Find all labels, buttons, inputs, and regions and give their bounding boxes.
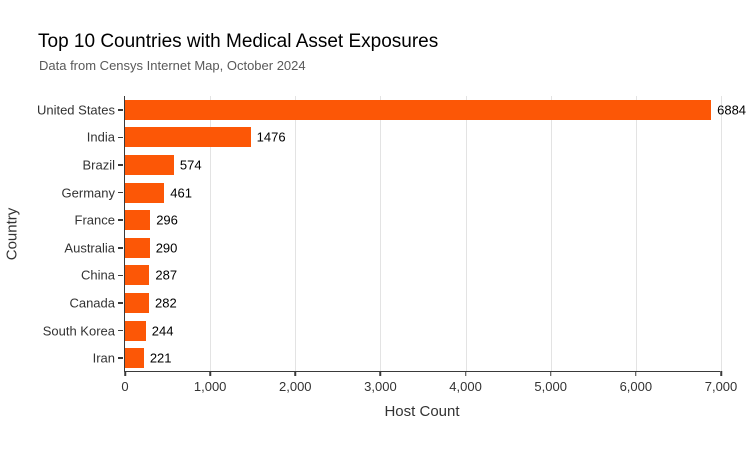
bar[interactable] <box>125 155 174 175</box>
gridline <box>721 96 722 371</box>
bar[interactable] <box>125 265 150 286</box>
y-axis-tick <box>118 329 123 332</box>
category-label: France <box>74 212 115 228</box>
bar-value-label: 1476 <box>256 129 286 145</box>
x-tick-label: 6,000 <box>619 379 653 394</box>
x-tick-label: 2,000 <box>279 379 312 394</box>
category-label: India <box>86 129 115 145</box>
bar[interactable] <box>125 99 712 120</box>
category-label: United States <box>36 102 115 118</box>
gridline <box>550 96 552 371</box>
category-label: Canada <box>69 295 115 311</box>
x-tick-label: 5,000 <box>534 379 567 394</box>
bar-value-label: 282 <box>155 295 177 311</box>
y-axis-tick <box>118 164 123 166</box>
y-axis-tick <box>118 274 123 277</box>
bar[interactable] <box>125 210 151 231</box>
bar[interactable] <box>125 293 149 313</box>
x-tick-label: 0 <box>121 379 129 394</box>
bar-value-label: 221 <box>149 350 172 366</box>
x-tick-label: 1,000 <box>193 379 227 394</box>
x-axis-tick <box>635 371 637 376</box>
bar-value-label: 244 <box>151 323 174 339</box>
y-axis-tick <box>118 136 123 139</box>
y-axis-tick <box>118 219 123 221</box>
bar[interactable] <box>125 127 251 148</box>
plot-area: 0 1,000 2,000 3,000 4,000 5,000 6,000 7,000 Unit… <box>37 96 746 394</box>
x-tick-label: 3,000 <box>364 379 397 394</box>
y-axis-tick <box>118 247 123 249</box>
gridline <box>380 96 382 371</box>
x-axis-tick <box>464 371 467 376</box>
x-axis-title: Host Count <box>384 403 460 420</box>
y-axis-tick <box>118 191 123 194</box>
x-axis-tick <box>720 371 722 376</box>
x-axis-tick <box>379 371 382 376</box>
x-axis-tick <box>124 371 126 376</box>
y-axis-tick <box>118 302 123 304</box>
y-axis-title: Country <box>3 207 21 261</box>
x-axis-tick <box>549 371 552 376</box>
y-axis-tick <box>118 357 123 359</box>
category-label: China <box>81 267 115 283</box>
category-label: South Korea <box>42 323 115 339</box>
y-axis-tick <box>118 109 123 111</box>
gridline <box>465 96 467 371</box>
bar-value-label: 290 <box>155 240 178 256</box>
category-label: Brazil <box>82 157 115 173</box>
chart-title: Top 10 Countries with Medical Asset Expo… <box>38 31 439 52</box>
category-label: Germany <box>61 185 115 201</box>
category-label: Iran <box>92 350 115 366</box>
category-label: Australia <box>64 240 115 256</box>
x-axis-tick <box>294 371 297 376</box>
bar-value-label: 6884 <box>717 102 747 118</box>
bar-value-label: 574 <box>179 157 202 173</box>
bar[interactable] <box>125 182 165 203</box>
gridline <box>295 96 297 371</box>
gridline <box>635 96 637 371</box>
bar[interactable] <box>125 320 146 341</box>
bar-value-label: 287 <box>155 267 178 283</box>
bar-value-label: 461 <box>170 185 192 201</box>
chart-subtitle: Data from Censys Internet Map, October 2… <box>39 58 306 73</box>
x-tick-label: 4,000 <box>449 379 482 394</box>
x-tick-label: 7,000 <box>704 379 738 394</box>
bar-value-label: 296 <box>156 212 178 228</box>
bar[interactable] <box>125 348 144 369</box>
bar[interactable] <box>125 237 150 258</box>
gridline <box>210 96 212 371</box>
x-axis-tick <box>209 371 211 376</box>
